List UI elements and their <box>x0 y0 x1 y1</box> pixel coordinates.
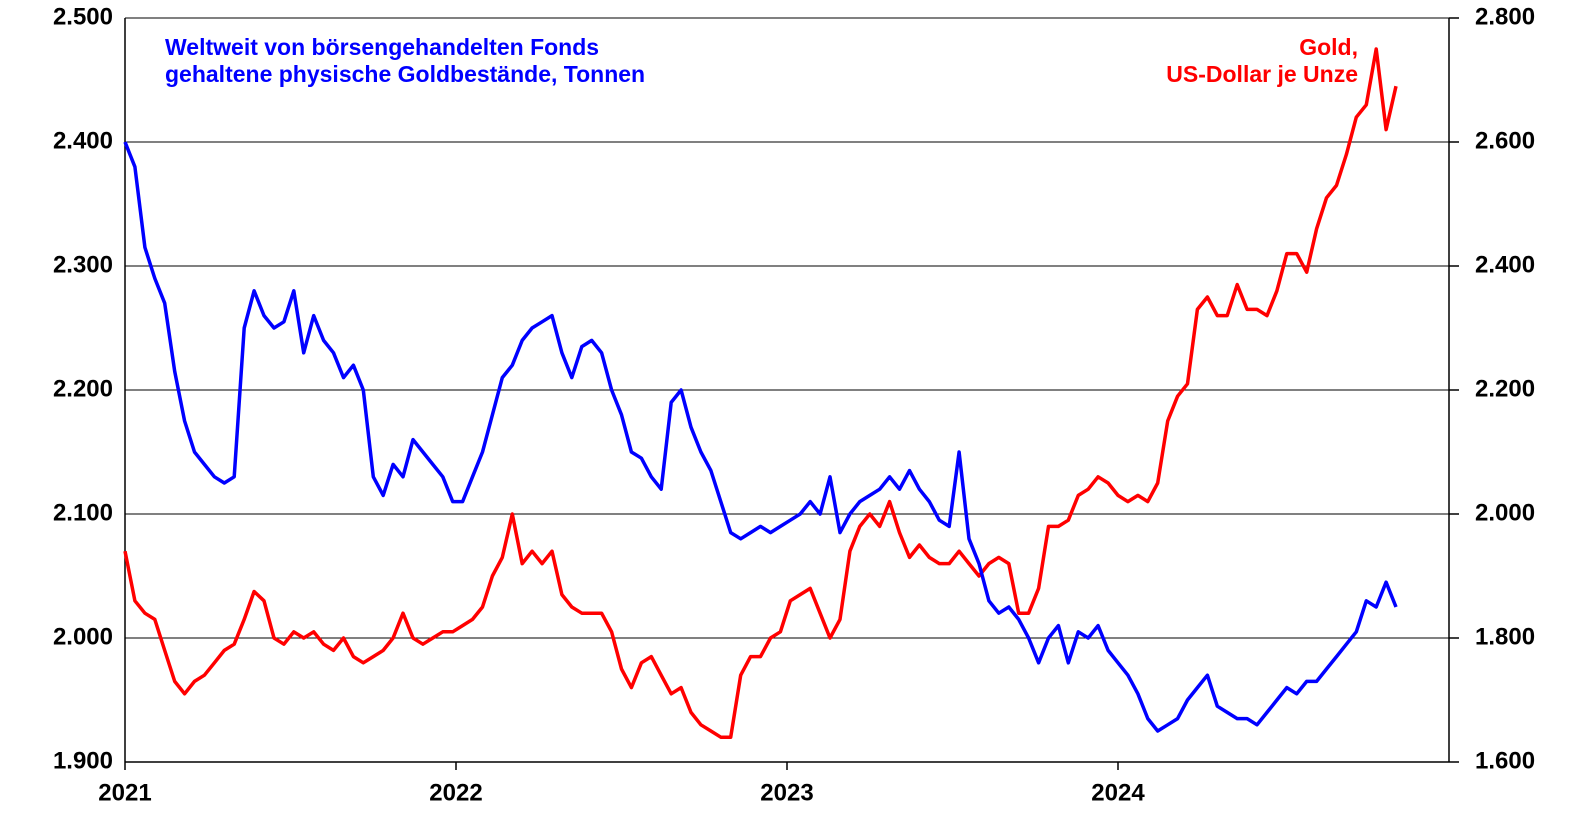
legend-entry: Weltweit von börsengehandelten Fonds geh… <box>165 34 646 87</box>
x-tick-label: 2021 <box>98 779 151 806</box>
y-tick-label: 2.100 <box>53 499 113 526</box>
y-tick-label: 2.200 <box>53 375 113 402</box>
series-line <box>123 141 1398 733</box>
y-tick-label: 2.000 <box>53 623 113 650</box>
y2-tick-label: 2.000 <box>1475 499 1535 526</box>
series-line <box>123 47 1398 739</box>
y-tick-label: 2.500 <box>53 3 113 30</box>
y2-tick-label: 2.400 <box>1475 251 1535 278</box>
y-tick-label: 2.400 <box>53 127 113 154</box>
y-tick-label: 2.300 <box>53 251 113 278</box>
y2-tick-label: 2.200 <box>1475 375 1535 402</box>
y2-tick-label: 1.800 <box>1475 623 1535 650</box>
x-tick-label: 2024 <box>1091 779 1145 806</box>
y2-tick-label: 2.600 <box>1475 127 1535 154</box>
y2-tick-label: 2.800 <box>1475 3 1535 30</box>
legend-entry: Gold, US-Dollar je Unze <box>1166 34 1358 87</box>
x-tick-label: 2023 <box>760 779 813 806</box>
y-tick-label: 1.900 <box>53 747 113 774</box>
x-tick-label: 2022 <box>429 779 482 806</box>
y2-tick-label: 1.600 <box>1475 747 1535 774</box>
